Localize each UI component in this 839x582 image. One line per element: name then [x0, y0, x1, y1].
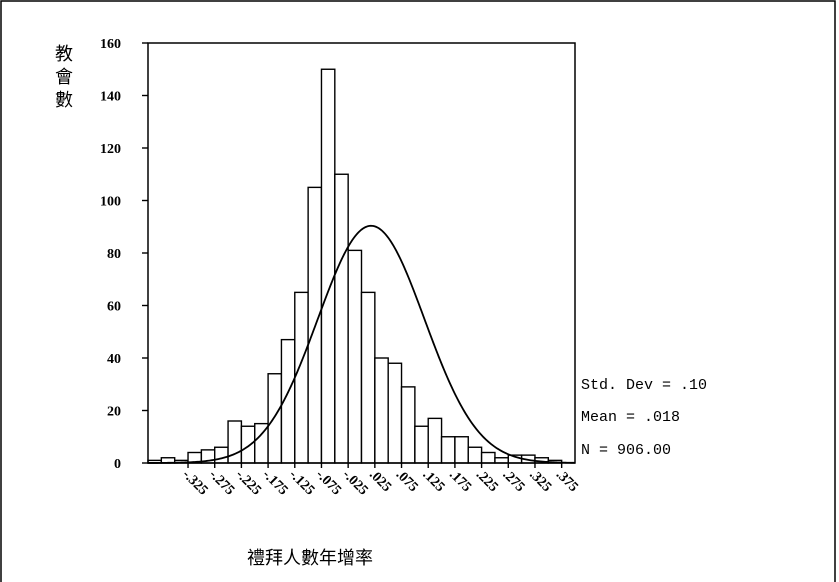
- x-axis-ticks: -.325-.275-.225-.175-.125-.075-.025.025.…: [179, 463, 581, 498]
- std-dev-label: Std. Dev = .10: [581, 377, 707, 394]
- y-tick-label: 100: [100, 195, 121, 210]
- y-axis-title-char: 會: [55, 67, 73, 88]
- x-tick-label: .275: [499, 467, 527, 495]
- normal-curve: [148, 224, 576, 464]
- histogram-bar: [334, 173, 349, 464]
- histogram-bar: [214, 446, 229, 464]
- x-tick-label: -.125: [286, 467, 317, 498]
- x-tick-label: -.325: [179, 467, 210, 498]
- x-tick-label: .025: [366, 467, 394, 495]
- mean-label: Mean = .018: [581, 409, 680, 426]
- y-axis-title-char: 教: [55, 44, 73, 65]
- x-tick-label: .375: [553, 467, 581, 495]
- histogram-bar: [494, 457, 509, 464]
- histogram-bar: [440, 436, 456, 464]
- x-tick-label: -.075: [313, 467, 344, 498]
- y-tick-label: 60: [107, 300, 121, 315]
- histogram-bar: [320, 68, 336, 464]
- x-tick-label: .075: [393, 467, 421, 495]
- y-axis-title: 教會數: [55, 44, 73, 111]
- histogram-bar: [454, 436, 469, 464]
- y-axis-title-char: 數: [55, 90, 73, 111]
- histogram-bar: [467, 446, 483, 464]
- x-tick-label: .325: [526, 467, 554, 495]
- x-tick-label: .225: [473, 467, 501, 495]
- histogram-bar: [294, 291, 309, 464]
- histogram-bar: [414, 425, 429, 464]
- histogram-bar: [374, 357, 389, 464]
- histogram-bars: [147, 68, 563, 464]
- histogram-bar: [347, 249, 363, 464]
- x-tick-label: .125: [419, 467, 447, 495]
- x-tick-label: -.025: [339, 467, 370, 498]
- y-tick-label: 120: [100, 142, 121, 157]
- y-tick-label: 80: [107, 247, 121, 262]
- normal-curve-group: [148, 224, 576, 464]
- histogram-bar: [267, 373, 283, 464]
- histogram-bar: [360, 291, 376, 464]
- y-tick-label: 0: [114, 457, 121, 472]
- histogram-bar: [480, 451, 496, 464]
- y-axis-ticks: 0 20 40 60 80 100 120 140 160: [100, 37, 148, 472]
- x-tick-label: -.175: [259, 467, 290, 498]
- histogram-bar: [400, 386, 416, 464]
- histogram-bar: [387, 362, 403, 464]
- x-tick-label: -.275: [206, 467, 237, 498]
- y-tick-label: 20: [107, 405, 121, 420]
- histogram-bar: [427, 417, 443, 464]
- y-tick-label: 140: [100, 90, 121, 105]
- y-tick-label: 40: [107, 352, 121, 367]
- n-label: N = 906.00: [581, 442, 671, 459]
- x-tick-label: .175: [446, 467, 474, 495]
- histogram-bar: [240, 425, 256, 464]
- y-tick-label: 160: [100, 37, 121, 52]
- x-tick-label: -.225: [233, 467, 264, 498]
- x-axis-title: 禮拜人數年增率: [247, 548, 373, 569]
